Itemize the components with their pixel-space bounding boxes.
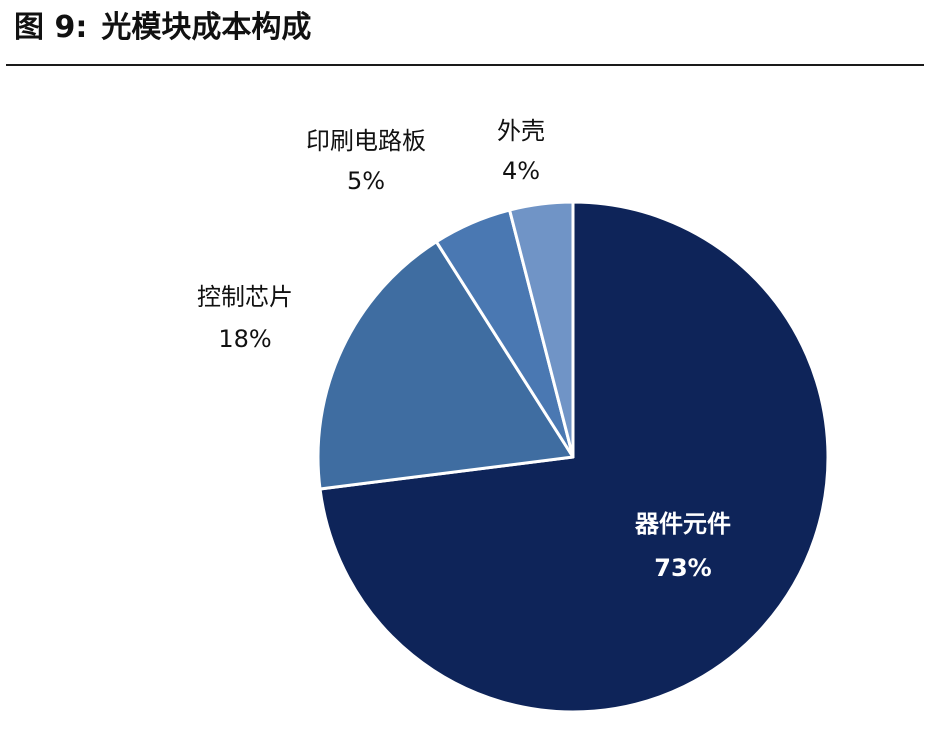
pie-slices bbox=[316, 200, 830, 714]
slice-label-name-3: 印刷电路板 bbox=[306, 127, 426, 155]
slice-label-value-2: 18% bbox=[218, 325, 271, 353]
page-title: 图 9: 光模块成本构成 bbox=[14, 0, 311, 56]
pie-slice-2 bbox=[316, 240, 575, 491]
slice-label-name-2: 控制芯片 bbox=[197, 283, 293, 311]
slice-label-name-1: 器件元件 bbox=[634, 510, 731, 538]
pie-slice-4 bbox=[508, 200, 575, 459]
pie-labels: 器件元件 73% 控制芯片 18% 印刷电路板 5% 外壳 4% bbox=[197, 117, 731, 582]
slice-label-name-4: 外壳 bbox=[497, 117, 545, 145]
slice-label-value-1: 73% bbox=[654, 554, 711, 582]
slice-label-value-3: 5% bbox=[347, 167, 385, 195]
figure-number: 图 9: bbox=[14, 10, 88, 45]
slice-label-value-4: 4% bbox=[502, 157, 540, 185]
figure-title: 光模块成本构成 bbox=[101, 10, 312, 45]
title-divider bbox=[6, 64, 924, 66]
